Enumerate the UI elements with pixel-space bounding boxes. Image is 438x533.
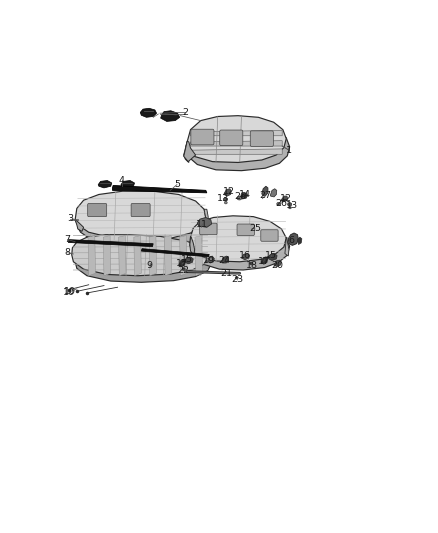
Polygon shape	[103, 236, 111, 276]
Ellipse shape	[277, 202, 281, 206]
Polygon shape	[190, 237, 194, 255]
Polygon shape	[270, 189, 277, 197]
Text: 5: 5	[174, 180, 180, 189]
Text: 26: 26	[275, 199, 287, 208]
Ellipse shape	[209, 258, 212, 261]
Text: 26: 26	[234, 191, 246, 200]
Polygon shape	[240, 193, 247, 199]
Ellipse shape	[250, 262, 253, 265]
Text: 10: 10	[64, 287, 76, 296]
Polygon shape	[141, 248, 209, 257]
FancyBboxPatch shape	[261, 230, 278, 241]
Text: 7: 7	[65, 235, 71, 244]
Polygon shape	[190, 216, 286, 262]
Text: 15: 15	[181, 255, 193, 264]
Text: 20: 20	[271, 261, 283, 270]
FancyBboxPatch shape	[200, 223, 217, 235]
Polygon shape	[72, 235, 208, 276]
FancyBboxPatch shape	[88, 204, 107, 216]
Polygon shape	[261, 257, 268, 264]
FancyBboxPatch shape	[131, 204, 150, 216]
Polygon shape	[134, 236, 141, 276]
Ellipse shape	[288, 203, 292, 206]
Polygon shape	[189, 124, 290, 171]
Polygon shape	[197, 217, 212, 227]
Polygon shape	[193, 224, 290, 270]
Polygon shape	[297, 237, 302, 245]
Text: 23: 23	[231, 276, 244, 284]
Ellipse shape	[223, 198, 227, 201]
Text: 12: 12	[223, 187, 234, 196]
Text: 24: 24	[219, 256, 230, 265]
Polygon shape	[161, 111, 180, 122]
Polygon shape	[88, 236, 95, 276]
Ellipse shape	[224, 201, 227, 204]
Polygon shape	[208, 256, 214, 263]
Polygon shape	[281, 196, 288, 202]
Polygon shape	[191, 141, 282, 146]
Text: 11: 11	[196, 220, 208, 229]
Text: 16: 16	[239, 251, 251, 260]
Text: 3: 3	[67, 214, 73, 223]
Polygon shape	[241, 254, 250, 260]
Polygon shape	[184, 257, 193, 264]
Polygon shape	[222, 256, 229, 263]
FancyBboxPatch shape	[250, 131, 273, 147]
Text: 17: 17	[258, 257, 269, 266]
Text: 12: 12	[279, 194, 292, 203]
Polygon shape	[179, 260, 185, 266]
Polygon shape	[140, 108, 156, 117]
Polygon shape	[285, 237, 289, 256]
Polygon shape	[204, 209, 208, 224]
Polygon shape	[180, 236, 187, 276]
Polygon shape	[149, 236, 157, 276]
Text: 13: 13	[286, 200, 298, 209]
FancyBboxPatch shape	[237, 224, 254, 236]
Text: 9: 9	[147, 261, 153, 270]
Text: 15: 15	[265, 251, 277, 260]
Text: 14: 14	[239, 190, 251, 199]
Text: 19: 19	[203, 256, 215, 265]
Polygon shape	[113, 185, 207, 193]
Polygon shape	[288, 233, 298, 245]
Text: 10: 10	[63, 288, 75, 297]
FancyBboxPatch shape	[220, 130, 243, 146]
Polygon shape	[274, 260, 282, 266]
Polygon shape	[164, 236, 172, 276]
Ellipse shape	[237, 196, 242, 200]
Polygon shape	[224, 189, 231, 196]
Polygon shape	[98, 181, 112, 188]
Polygon shape	[185, 116, 286, 163]
Polygon shape	[121, 181, 134, 188]
Text: 27: 27	[259, 191, 271, 200]
Polygon shape	[119, 236, 126, 276]
Text: 2: 2	[183, 108, 188, 117]
Ellipse shape	[289, 206, 291, 209]
Polygon shape	[75, 241, 212, 282]
Polygon shape	[195, 236, 202, 276]
FancyBboxPatch shape	[191, 129, 214, 145]
Text: 13: 13	[217, 194, 230, 203]
Text: 25: 25	[249, 224, 261, 232]
Ellipse shape	[182, 268, 185, 271]
Text: 1: 1	[286, 146, 292, 155]
Polygon shape	[184, 141, 196, 161]
Polygon shape	[75, 191, 206, 240]
Text: 17: 17	[176, 260, 188, 268]
Text: 8: 8	[65, 248, 71, 257]
Polygon shape	[68, 240, 153, 247]
Text: 22: 22	[177, 266, 189, 275]
Ellipse shape	[235, 277, 238, 279]
Text: 4: 4	[119, 175, 125, 184]
Text: 6: 6	[289, 236, 295, 245]
Polygon shape	[191, 131, 282, 136]
Polygon shape	[191, 149, 282, 154]
Polygon shape	[262, 186, 268, 196]
Text: 18: 18	[246, 261, 258, 270]
Polygon shape	[75, 220, 84, 231]
Text: 21: 21	[220, 269, 232, 278]
Polygon shape	[184, 142, 189, 163]
Polygon shape	[268, 254, 277, 261]
Polygon shape	[78, 199, 208, 247]
